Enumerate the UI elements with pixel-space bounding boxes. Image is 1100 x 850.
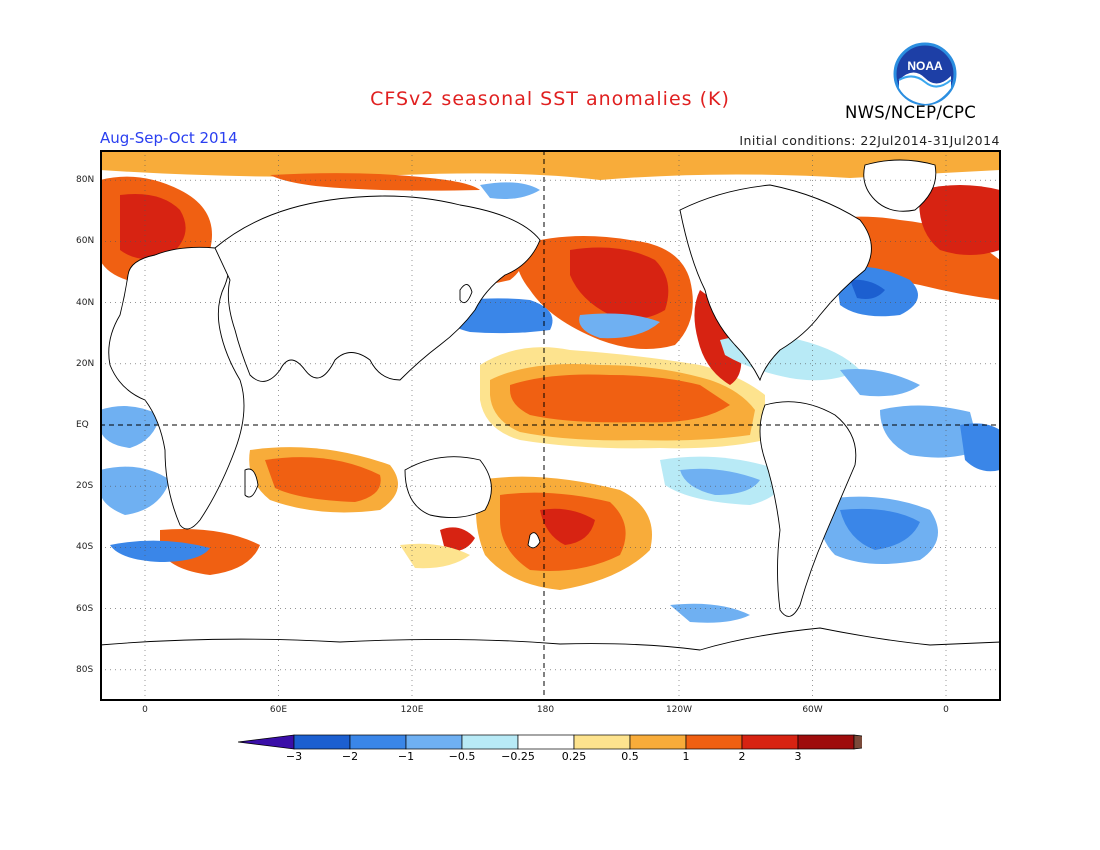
map-title: CFSv2 seasonal SST anomalies (K)	[370, 88, 730, 110]
lon-label: 120W	[665, 705, 693, 715]
colorbar-label: −3	[285, 750, 303, 763]
colorbar-label: 0.25	[561, 750, 587, 763]
lon-label: 120E	[400, 705, 424, 715]
colorbar	[238, 734, 862, 750]
continent-south-america	[759, 401, 857, 617]
lat-label: 80N	[76, 175, 95, 186]
lon-label: 0	[943, 705, 949, 715]
continent-antarctica	[100, 627, 1001, 701]
lon-label: 60W	[802, 705, 823, 715]
lat-label: 40N	[76, 297, 95, 308]
colorbar-label: −0.5	[448, 750, 476, 763]
lat-label: 80S	[76, 664, 94, 675]
map-frame	[100, 150, 1001, 701]
colorbar-bin-high	[853, 734, 862, 750]
initial-conditions: Initial conditions: 22Jul2014-31Jul2014	[739, 133, 1000, 148]
arctic-band	[100, 150, 1000, 180]
lat-label: 20S	[76, 481, 94, 492]
lon-label: 60E	[269, 705, 288, 715]
lat-label: 40S	[76, 542, 94, 553]
colorbar-label: 3	[794, 750, 802, 763]
continent-north-america	[679, 184, 872, 382]
lat-label: EQ	[76, 420, 89, 430]
continent-asia	[214, 195, 541, 382]
continents	[100, 159, 1001, 701]
colorbar-label: 2	[738, 750, 746, 763]
colorbar-label: −2	[341, 750, 359, 763]
logo-lettering: NOAA	[907, 59, 943, 73]
colorbar-label: 1	[682, 750, 690, 763]
lat-label: 60S	[76, 603, 94, 614]
lon-label: 0	[142, 705, 148, 715]
agency-label: NWS/NCEP/CPC	[845, 103, 977, 122]
colorbar-label: −1	[397, 750, 415, 763]
latitude-labels: 80N 60N 40N 20N EQ 20S 40S 60S 80S	[0, 0, 100, 850]
island-madagascar	[244, 468, 259, 498]
continent-greenland	[863, 159, 937, 212]
atlantic-eq-cool	[880, 405, 980, 458]
colorbar-label: −0.25	[501, 750, 535, 763]
lat-label: 60N	[76, 236, 95, 247]
colorbar-label: 0.5	[621, 750, 639, 763]
forecast-period: Aug-Sep-Oct 2014	[100, 129, 238, 147]
continent-australia	[404, 456, 492, 519]
island-new-zealand	[527, 532, 541, 549]
lat-label: 20N	[76, 358, 95, 369]
island-japan	[459, 284, 473, 304]
sst-anomaly-map	[100, 150, 1001, 701]
lon-label: 180	[536, 705, 555, 715]
noaa-logo: NOAA	[893, 42, 957, 106]
